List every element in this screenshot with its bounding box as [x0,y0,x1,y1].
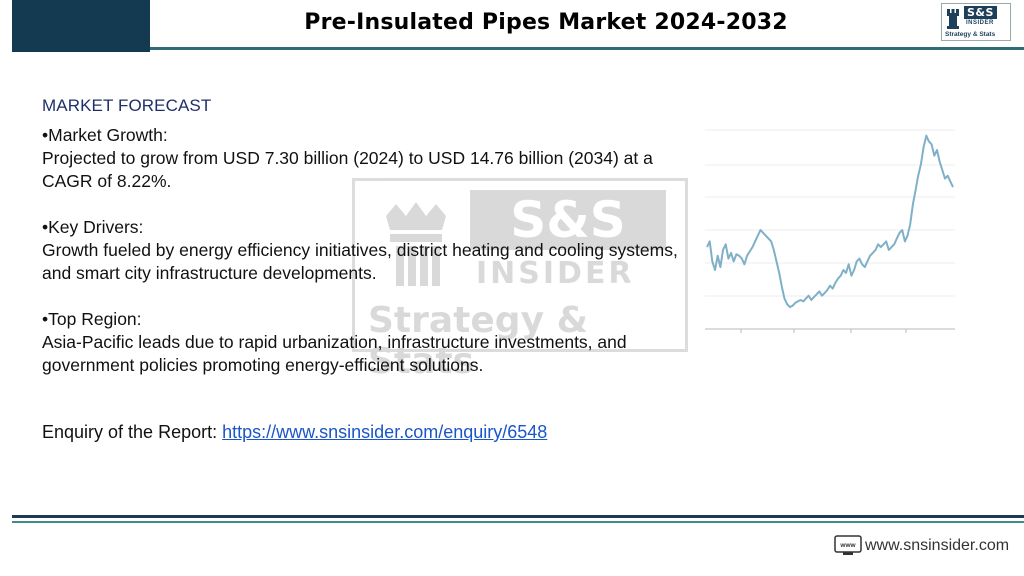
watermark-frame [352,178,688,352]
enquiry-label: Enquiry of the Report: [42,422,218,442]
item-text-growth: Projected to grow from USD 7.30 billion … [42,148,653,191]
section-heading: MARKET FORECAST [42,96,212,115]
footer-site-url[interactable]: www.snsinsider.com [865,537,1010,554]
item-heading-region: •Top Region: [42,309,142,329]
item-text-drivers: Growth fueled by energy efficiency initi… [42,240,678,283]
logo-mark-text: S&S [964,6,997,19]
company-logo[interactable]: S&S INSIDER Strategy & Stats [941,3,1011,41]
item-heading-growth: •Market Growth: [42,125,168,145]
logo-subtext: INSIDER [966,20,994,26]
logo-tagline: Strategy & Stats [945,31,996,38]
footer-rule-teal [12,521,1024,523]
item-heading-drivers: •Key Drivers: [42,217,144,237]
footer-rule-dark [12,515,1024,518]
watermark: S&S INSIDER Strategy & Stats [352,178,690,382]
watermark-rook-icon [386,202,446,286]
watermark-subtext: INSIDER [476,256,635,291]
watermark-mark-text: S&S [470,190,666,250]
chart-series-line [706,134,954,309]
rook-icon [947,9,959,29]
forecast-content: •Market Growth: Projected to grow from U… [42,124,682,377]
header-rule [150,47,1024,50]
market-trend-chart [705,129,955,333]
enquiry-line: Enquiry of the Report: https://www.snsin… [42,422,547,443]
svg-text:www: www [839,542,856,549]
header-accent-block [12,0,150,52]
item-text-region: Asia-Pacific leads due to rapid urbaniza… [42,332,627,375]
enquiry-link[interactable]: https://www.snsinsider.com/enquiry/6548 [222,422,548,442]
www-icon: www [834,535,862,555]
watermark-tagline: Strategy & Stats [368,300,588,382]
page-title: Pre-Insulated Pipes Market 2024-2032 [304,10,788,35]
